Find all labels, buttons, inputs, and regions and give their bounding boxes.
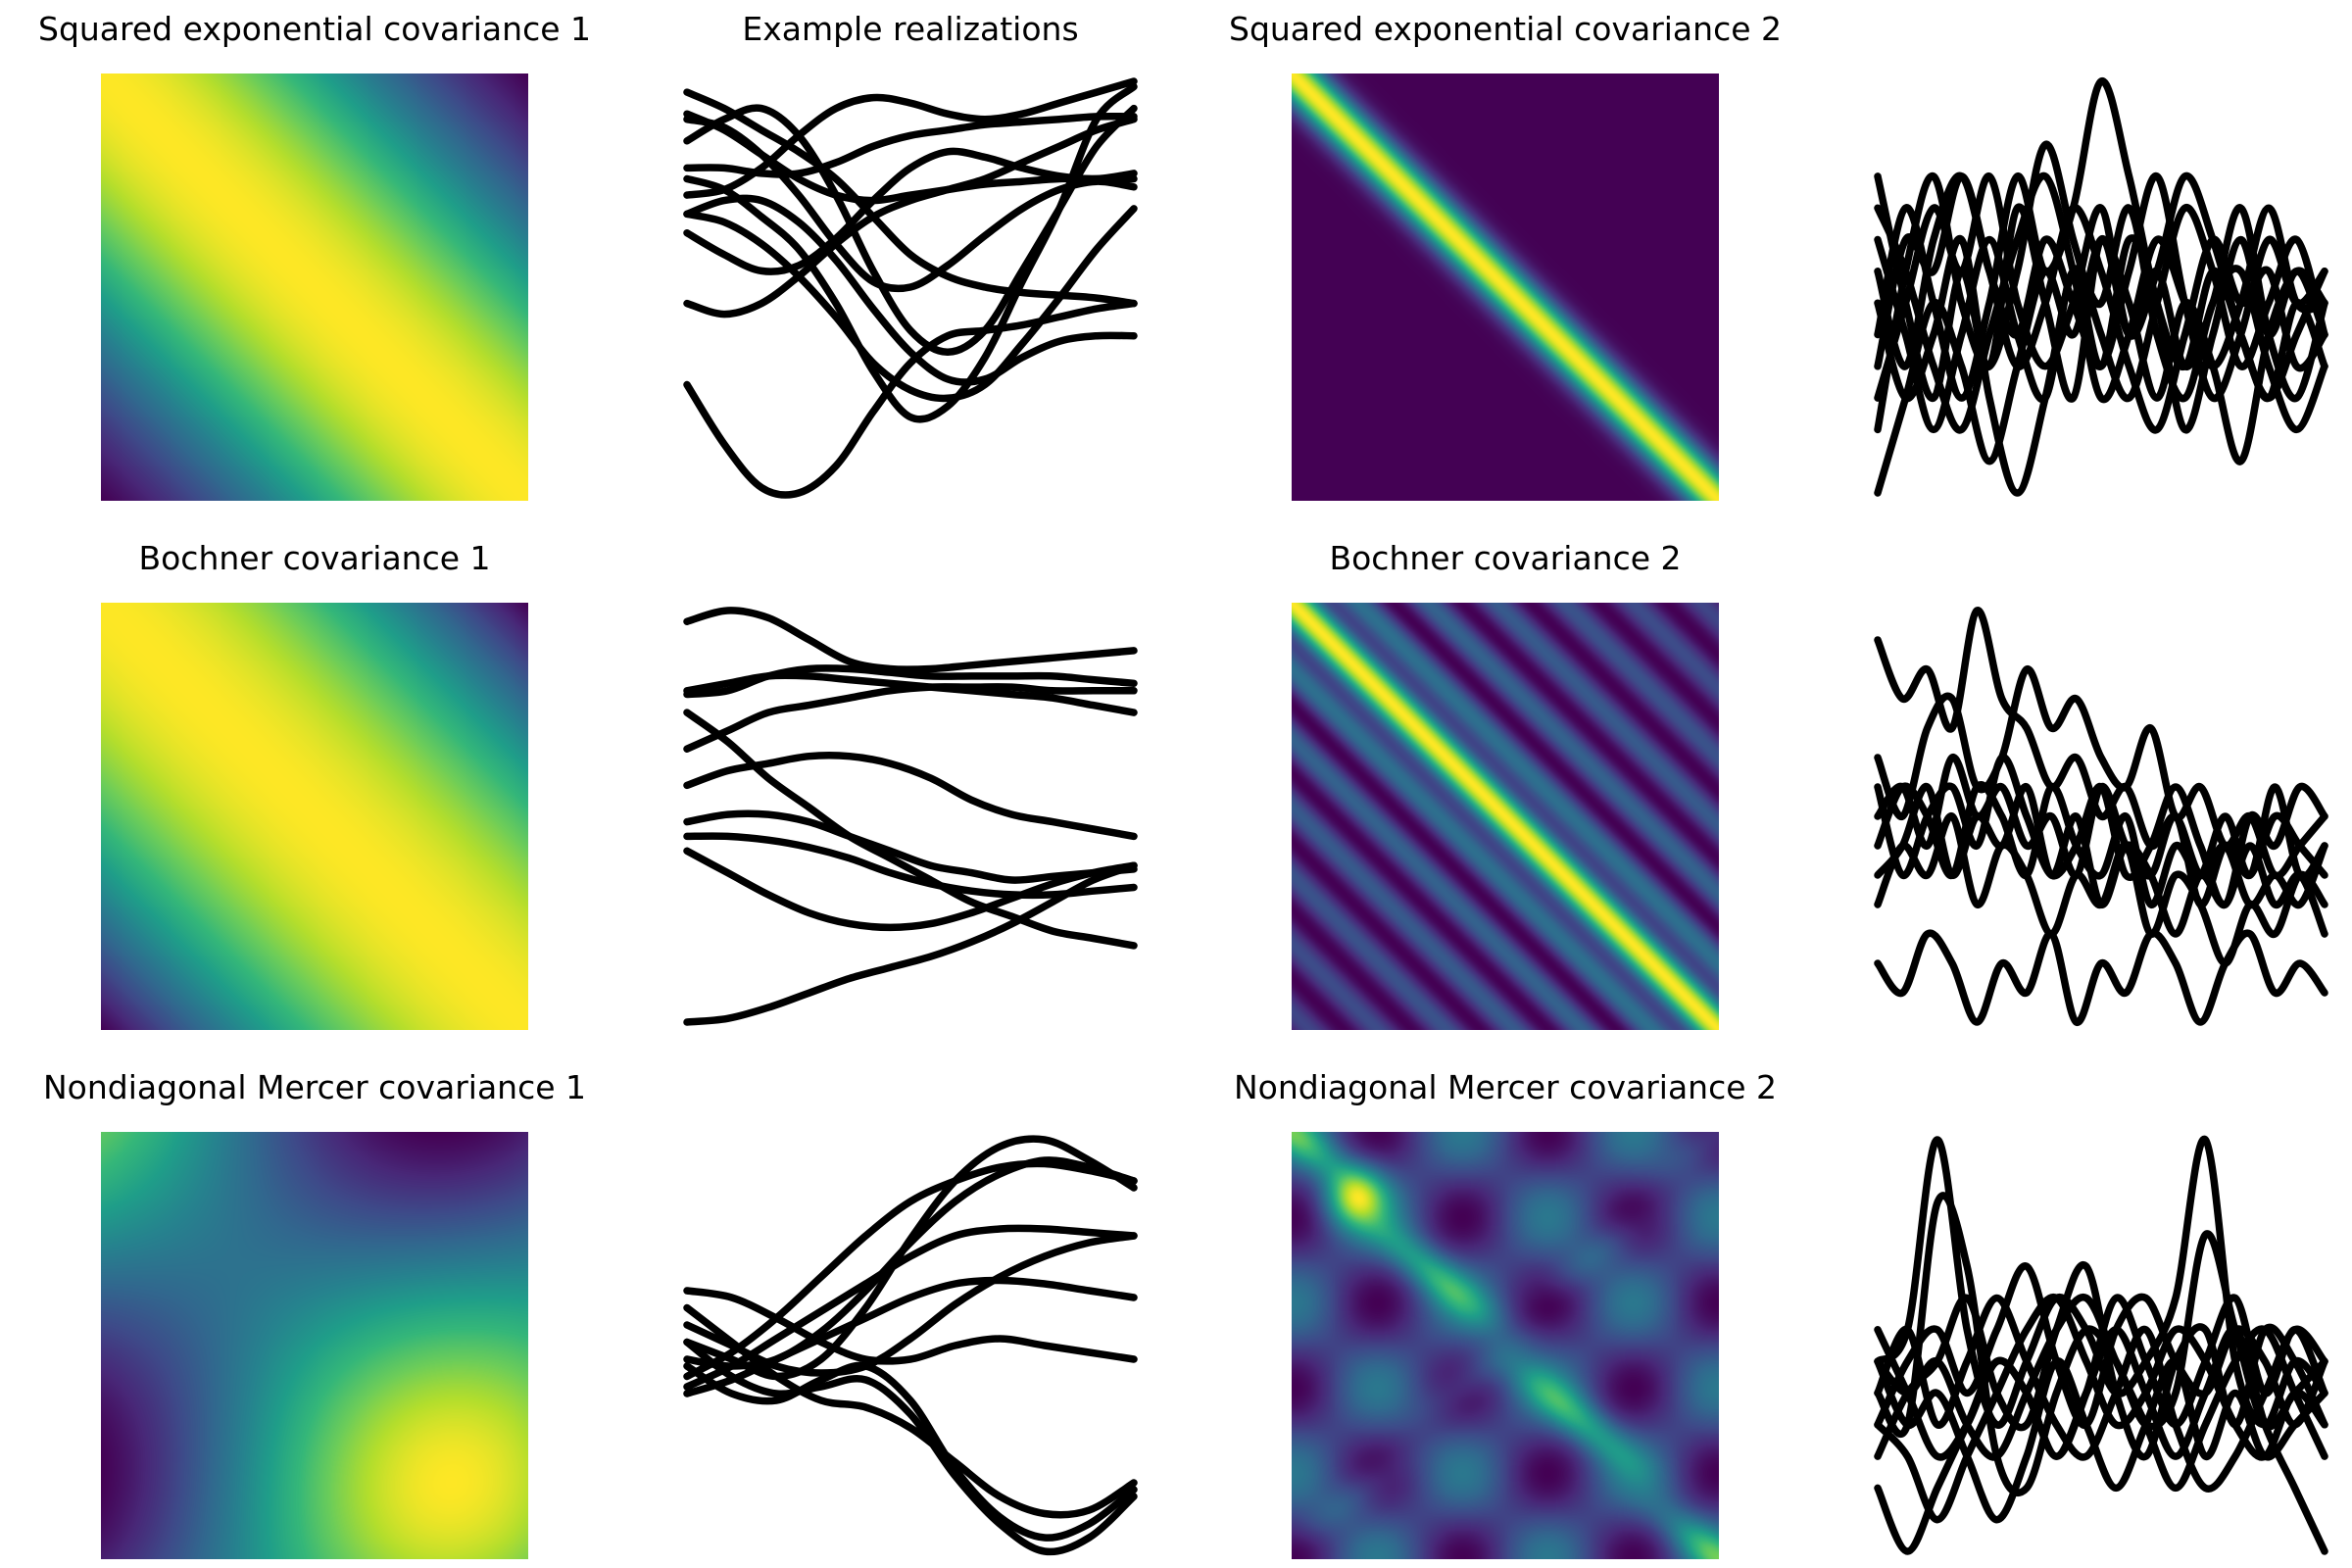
heatmap-mercer-covariance-2 <box>1292 1132 1719 1559</box>
realization-line-5 <box>683 683 1138 753</box>
realization-line-10 <box>683 861 1138 1026</box>
panel-title-bochner1: Bochner covariance 1 <box>138 539 491 577</box>
panel-title-bochner2: Bochner covariance 2 <box>1329 539 1682 577</box>
realization-line-1 <box>683 607 1138 673</box>
realization-line-10 <box>1874 1294 2328 1493</box>
realization-line-3 <box>683 663 1138 699</box>
realization-line-9 <box>1874 172 2328 434</box>
realization-line-6 <box>1874 1357 2328 1524</box>
realization-line-6 <box>683 1232 1138 1377</box>
realization-line-11 <box>683 299 1138 499</box>
realization-line-8 <box>683 1303 1138 1519</box>
realization-line-6 <box>1874 781 2328 908</box>
realization-line-5 <box>1874 235 2328 497</box>
realization-line-4 <box>683 709 1138 950</box>
realization-line-5 <box>1874 754 2328 908</box>
realization-line-3 <box>683 112 1138 178</box>
realizations-bochner-1 <box>683 607 1138 1026</box>
panel-title-example-realizations: Example realizations <box>742 10 1079 48</box>
heatmap-se-covariance-2 <box>1292 74 1719 501</box>
realization-line-12 <box>683 77 1138 199</box>
panel-title-se2: Squared exponential covariance 2 <box>1228 10 1783 48</box>
realization-line-7 <box>1874 172 2328 402</box>
realization-line-8 <box>683 832 1138 900</box>
realization-line-7 <box>1874 812 2328 967</box>
realizations-se-2 <box>1874 77 2328 497</box>
realization-line-6 <box>1874 234 2328 434</box>
panel-title-se1: Squared exponential covariance 1 <box>37 10 592 48</box>
realization-line-6 <box>683 751 1138 841</box>
realizations-mercer-1 <box>683 1135 1138 1556</box>
realizations-bochner-2 <box>1874 607 2328 1026</box>
realization-line-8 <box>1874 204 2328 497</box>
heatmap-mercer-covariance-1 <box>101 1132 528 1559</box>
realizations-se-1 <box>683 77 1138 499</box>
heatmap-bochner-covariance-2 <box>1292 603 1719 1030</box>
panel-title-mercer1: Nondiagonal Mercer covariance 1 <box>42 1068 587 1106</box>
realization-line-9 <box>683 88 1138 308</box>
realization-line-10 <box>1874 172 2328 434</box>
realization-line-9 <box>683 847 1138 932</box>
realization-line-9 <box>683 1338 1138 1556</box>
panel-title-mercer2: Nondiagonal Mercer covariance 2 <box>1233 1068 1778 1106</box>
realization-line-8 <box>683 194 1138 386</box>
realization-line-8 <box>1874 929 2328 1026</box>
realization-line-8 <box>1874 1294 2328 1524</box>
heatmap-bochner-covariance-1 <box>101 603 528 1030</box>
realization-line-10 <box>683 110 1138 205</box>
realization-line-4 <box>683 1224 1138 1391</box>
realization-line-7 <box>683 115 1138 318</box>
realization-line-7 <box>683 1287 1138 1365</box>
realizations-mercer-2 <box>1874 1136 2328 1555</box>
realization-line-2 <box>683 104 1138 357</box>
realization-line-7 <box>683 809 1138 884</box>
realization-line-3 <box>683 1159 1138 1381</box>
heatmap-se-covariance-1 <box>101 74 528 501</box>
realization-line-10 <box>683 1361 1138 1542</box>
